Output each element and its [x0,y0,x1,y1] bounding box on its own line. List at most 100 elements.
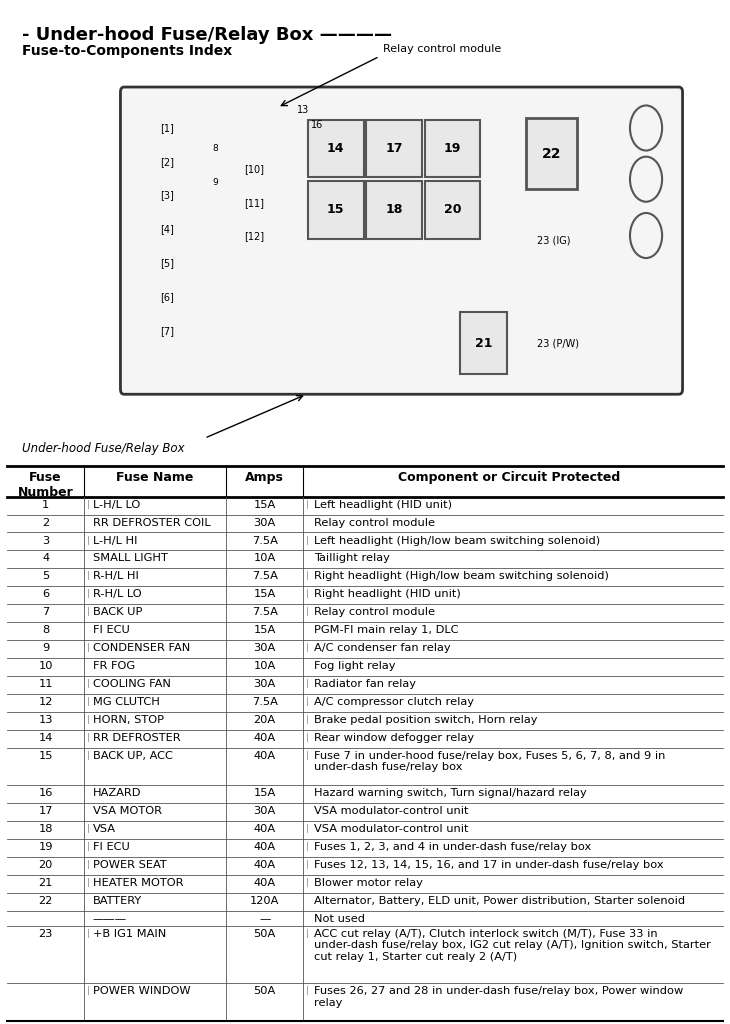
Text: BACK UP, ACC: BACK UP, ACC [93,751,172,761]
Text: 15A: 15A [253,500,276,510]
Text: 40A: 40A [253,860,276,870]
Text: [12]: [12] [245,231,265,242]
Bar [366,181,422,239]
Text: 20: 20 [444,204,461,216]
Text: R-H/L LO: R-H/L LO [93,590,142,599]
Text: |: | [306,842,309,851]
Text: Rear window defogger relay: Rear window defogger relay [314,733,474,742]
Text: Blower motor relay: Blower motor relay [314,878,423,888]
Text: Hazard warning switch, Turn signal/hazard relay: Hazard warning switch, Turn signal/hazar… [314,788,587,799]
Text: 7.5A: 7.5A [252,571,277,582]
Text: Radiator fan relay: Radiator fan relay [314,679,416,689]
Text: 17: 17 [385,142,403,155]
Text: BACK UP: BACK UP [93,607,142,617]
Bar [425,181,480,239]
Text: 8: 8 [212,144,218,153]
Text: [6]: [6] [161,292,174,302]
Text: RR DEFROSTER: RR DEFROSTER [93,733,180,742]
Text: VSA MOTOR: VSA MOTOR [93,806,162,816]
Text: [10]: [10] [245,164,264,174]
Text: 15: 15 [327,204,345,216]
Text: 21: 21 [39,878,53,888]
Text: 1: 1 [42,500,49,510]
Text: |: | [306,824,309,834]
Text: 19: 19 [444,142,461,155]
Text: [4]: [4] [161,224,174,234]
Text: 18: 18 [39,824,53,835]
Text: Amps: Amps [245,471,284,484]
Text: |: | [87,607,90,616]
Text: |: | [87,824,90,834]
Text: [5]: [5] [161,258,174,268]
Text: Fuses 26, 27 and 28 in under-dash fuse/relay box, Power window
relay: Fuses 26, 27 and 28 in under-dash fuse/r… [314,986,683,1008]
Text: A/C condenser fan relay: A/C condenser fan relay [314,643,450,653]
Text: 40A: 40A [253,733,276,742]
Text: SMALL LIGHT: SMALL LIGHT [93,553,168,563]
Text: |: | [306,733,309,741]
Text: |: | [87,929,90,938]
Text: 40A: 40A [253,751,276,761]
Text: 50A: 50A [253,929,276,939]
Text: [7]: [7] [161,326,174,336]
Text: |: | [87,733,90,741]
Text: Fuse
Number: Fuse Number [18,471,74,499]
Text: VSA: VSA [93,824,116,835]
Text: |: | [306,536,309,545]
Text: POWER SEAT: POWER SEAT [93,860,166,870]
Text: |: | [87,536,90,545]
Text: Fuses 1, 2, 3, and 4 in under-dash fuse/relay box: Fuses 1, 2, 3, and 4 in under-dash fuse/… [314,842,591,852]
Text: |: | [306,590,309,598]
Text: FR FOG: FR FOG [93,662,135,671]
Text: 10A: 10A [253,553,276,563]
Text: 13: 13 [39,715,53,725]
Text: HEATER MOTOR: HEATER MOTOR [93,878,183,888]
Text: |: | [87,715,90,724]
Text: Fuse Name: Fuse Name [117,471,193,484]
Bar [526,118,577,189]
Text: VSA modulator-control unit: VSA modulator-control unit [314,824,469,835]
Text: 7.5A: 7.5A [252,536,277,546]
Text: 15A: 15A [253,625,276,635]
Text: 14: 14 [39,733,53,742]
Text: 6: 6 [42,590,49,599]
Text: 15A: 15A [253,788,276,799]
Text: 13: 13 [297,104,309,115]
Text: |: | [87,860,90,869]
Text: Relay control module: Relay control module [314,518,435,527]
Text: |: | [306,643,309,652]
Text: A/C compressor clutch relay: A/C compressor clutch relay [314,697,474,707]
Text: Right headlight (High/low beam switching solenoid): Right headlight (High/low beam switching… [314,571,609,582]
Text: 20: 20 [39,860,53,870]
Text: |: | [306,929,309,938]
Text: 120A: 120A [250,896,280,906]
Text: 30A: 30A [253,643,276,653]
Text: 23 (IG): 23 (IG) [537,236,570,246]
Text: L-H/L HI: L-H/L HI [93,536,137,546]
Text: 40A: 40A [253,824,276,835]
Text: 11: 11 [39,679,53,689]
Text: [2]: [2] [161,157,174,167]
Text: |: | [306,715,309,724]
Text: 15: 15 [39,751,53,761]
Text: 12: 12 [39,697,53,707]
Text: |: | [306,679,309,688]
Text: 4: 4 [42,553,49,563]
Text: 19: 19 [39,842,53,852]
Text: Component or Circuit Protected: Component or Circuit Protected [398,471,620,484]
Text: 16: 16 [39,788,53,799]
Text: Brake pedal position switch, Horn relay: Brake pedal position switch, Horn relay [314,715,537,725]
Text: Fuse 7 in under-hood fuse/relay box, Fuses 5, 6, 7, 8, and 9 in
under-dash fuse/: Fuse 7 in under-hood fuse/relay box, Fus… [314,751,665,772]
Text: 40A: 40A [253,878,276,888]
Text: 22: 22 [542,146,561,161]
Text: |: | [87,697,90,706]
Bar [425,120,480,177]
Text: [1]: [1] [161,123,174,133]
Text: PGM-FI main relay 1, DLC: PGM-FI main relay 1, DLC [314,625,458,635]
Text: 8: 8 [42,625,49,635]
Bar [366,120,422,177]
Text: 21: 21 [475,337,493,349]
Text: RR DEFROSTER COIL: RR DEFROSTER COIL [93,518,210,527]
Text: HAZARD: HAZARD [93,788,141,799]
Text: - Under-hood Fuse/Relay Box ————: - Under-hood Fuse/Relay Box ———— [22,26,392,44]
Text: —: — [259,913,270,924]
